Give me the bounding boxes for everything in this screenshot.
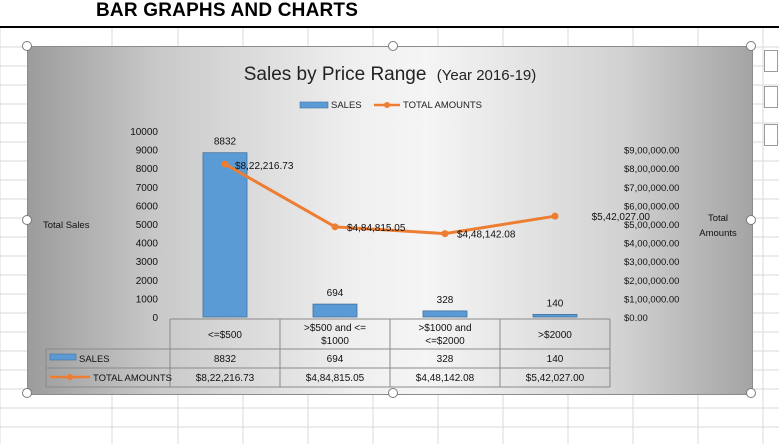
bar-sales <box>312 303 358 318</box>
y-tick-label: 5000 <box>136 220 159 231</box>
bar-sales <box>202 152 248 318</box>
line-marker <box>441 230 449 238</box>
bar-data-label: 694 <box>327 288 344 299</box>
x-category-label: $1000 <box>321 336 349 347</box>
resize-handle-tl[interactable] <box>22 41 32 51</box>
table-cell: 328 <box>437 354 454 365</box>
y2-tick-label: $5,00,000.00 <box>624 220 679 231</box>
x-category-label: >$2000 <box>538 330 572 341</box>
chart-title: Sales by Price Range (Year 2016-19) <box>244 64 537 85</box>
chart-filters-button[interactable] <box>764 124 778 146</box>
bar-sales <box>422 310 468 318</box>
legend-swatch-sales <box>299 101 329 109</box>
x-category-label: <=$500 <box>208 330 242 341</box>
table-key-sales <box>49 353 77 361</box>
legend-label-total: TOTAL AMOUNTS <box>403 100 482 111</box>
resize-handle-bm[interactable] <box>388 388 398 398</box>
y2-tick-label: $0.00 <box>624 313 648 324</box>
heading-underline <box>0 26 779 28</box>
y2-tick-label: $2,00,000.00 <box>624 276 679 287</box>
resize-handle-tm[interactable] <box>388 41 398 51</box>
chart-title-main: Sales by Price Range <box>244 64 427 85</box>
bar-data-label: 328 <box>437 295 454 306</box>
y-tick-label: 2000 <box>136 276 159 287</box>
table-row-label: SALES <box>79 354 110 365</box>
y-axis-label: Total Sales <box>43 220 90 231</box>
y-tick-label: 10000 <box>130 127 158 138</box>
line-series: $8,22,216.73 $4,84,815.05 $4,48,142.08 $5,4… <box>221 160 651 241</box>
table-cell: $4,84,815.05 <box>306 373 365 384</box>
legend-marker-total <box>384 102 390 108</box>
data-table: <=$500 >$500 and <= $1000 >$1000 and <=$2000… <box>45 318 611 388</box>
y2-axis-label-line1: Total <box>708 213 728 224</box>
table-cell: 694 <box>327 354 344 365</box>
combo-chart: Sales by Price Range (Year 2016-19) SALE… <box>43 64 737 388</box>
x-category-label: >$1000 and <box>418 323 471 334</box>
legend-label-sales: SALES <box>331 100 362 111</box>
line-total-amounts <box>224 162 556 236</box>
table-cell: $5,42,027.00 <box>526 373 585 384</box>
resize-handle-ml[interactable] <box>22 215 32 225</box>
y2-tick-label: $1,00,000.00 <box>624 294 679 305</box>
y-tick-label: 7000 <box>136 183 159 194</box>
y-tick-label: 4000 <box>136 239 159 250</box>
bar-sales <box>532 313 578 318</box>
table-cell: $4,48,142.08 <box>416 373 475 384</box>
line-data-label: $8,22,216.73 <box>235 161 294 172</box>
y2-tick-label: $7,00,000.00 <box>624 183 679 194</box>
line-marker <box>551 212 559 220</box>
line-data-label: $5,42,027.00 <box>592 212 651 223</box>
line-data-label: $4,84,815.05 <box>347 223 406 234</box>
x-category-label: >$500 and <= <box>304 323 366 334</box>
x-category-label: <=$2000 <box>425 336 465 347</box>
bar-data-label: 140 <box>547 298 564 309</box>
page-heading: BAR GRAPHS AND CHARTS <box>96 0 359 21</box>
chart-area[interactable]: Sales by Price Range (Year 2016-19) SALE… <box>27 46 753 395</box>
line-marker <box>221 160 229 168</box>
y-tick-label: 6000 <box>136 201 159 212</box>
y-axis-left: 0 1000 2000 3000 4000 5000 6000 7000 8000 9000 100… <box>43 127 158 324</box>
y2-tick-label: $8,00,000.00 <box>624 164 679 175</box>
chart-elements-button[interactable] <box>764 50 778 72</box>
y2-tick-label: $3,00,000.00 <box>624 257 679 268</box>
y2-tick-label: $4,00,000.00 <box>624 239 679 250</box>
chart-styles-button[interactable] <box>764 86 778 108</box>
resize-handle-br[interactable] <box>746 388 756 398</box>
line-data-label: $4,48,142.08 <box>457 230 516 241</box>
y-tick-label: 8000 <box>136 164 159 175</box>
resize-handle-bl[interactable] <box>22 388 32 398</box>
bar-data-label: 8832 <box>214 137 237 148</box>
table-key-total-marker <box>67 374 73 380</box>
y2-tick-label: $6,00,000.00 <box>624 201 679 212</box>
table-cell: $8,22,216.73 <box>196 373 255 384</box>
legend: SALES TOTAL AMOUNTS <box>299 100 482 111</box>
y-tick-label: 0 <box>152 313 158 324</box>
chart-subtitle: (Year 2016-19) <box>437 67 537 84</box>
resize-handle-tr[interactable] <box>746 41 756 51</box>
resize-handle-mr[interactable] <box>746 215 756 225</box>
y-tick-label: 3000 <box>136 257 159 268</box>
table-cell: 140 <box>547 354 564 365</box>
table-row-label: TOTAL AMOUNTS <box>93 373 172 384</box>
y2-tick-label: $9,00,000.00 <box>624 146 679 157</box>
table-cell: 8832 <box>214 354 237 365</box>
y2-axis-label-line2: Amounts <box>699 228 737 239</box>
y-tick-label: 9000 <box>136 146 159 157</box>
line-marker <box>331 223 339 231</box>
y-axis-right: $0.00 $1,00,000.00 $2,00,000.00 $3,00,000.0… <box>624 146 737 324</box>
y-tick-label: 1000 <box>136 294 159 305</box>
bar-series: 8832 694 328 140 <box>202 137 578 318</box>
